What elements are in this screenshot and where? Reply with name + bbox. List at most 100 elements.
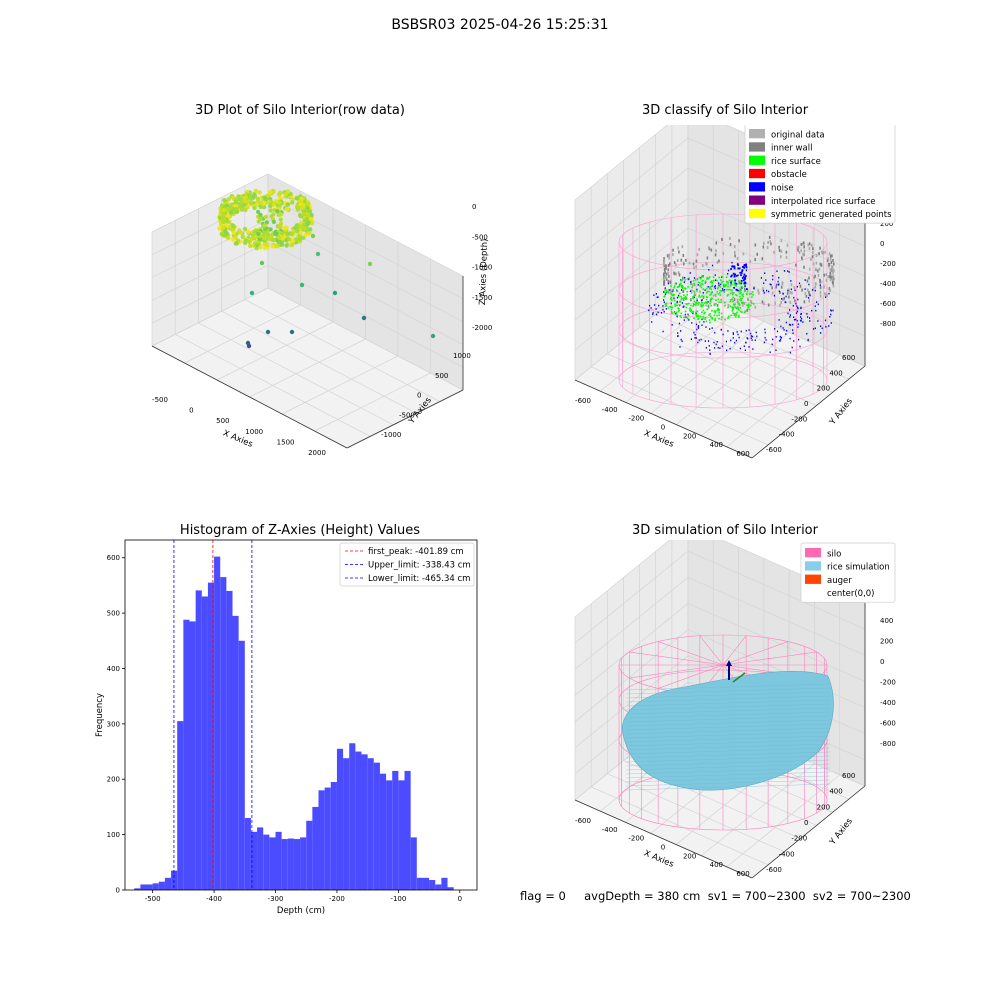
silo-roof-strut bbox=[699, 635, 724, 666]
data-point bbox=[271, 201, 277, 206]
grid-line bbox=[687, 287, 866, 367]
data-point-noise bbox=[730, 281, 732, 284]
data-point-rice bbox=[739, 299, 741, 301]
data-point-noise bbox=[745, 329, 747, 332]
data-point-noise bbox=[763, 282, 765, 284]
surface-mesh-line bbox=[625, 707, 831, 715]
data-point-rice bbox=[731, 306, 733, 309]
histogram-bar bbox=[429, 880, 436, 890]
data-point-wall bbox=[665, 264, 667, 268]
data-point-wall bbox=[767, 303, 770, 307]
tick-label: 0 bbox=[804, 819, 808, 827]
data-point-noise bbox=[753, 287, 755, 290]
data-point-noise bbox=[662, 305, 664, 307]
data-point-rice bbox=[736, 301, 739, 303]
histogram-bar bbox=[257, 827, 264, 890]
data-point-wall bbox=[815, 282, 817, 286]
legend-swatch bbox=[749, 208, 765, 219]
data-point-wall bbox=[682, 290, 685, 293]
data-point-rice bbox=[676, 290, 679, 292]
data-point-rice bbox=[739, 291, 741, 294]
data-point-rice bbox=[694, 303, 697, 306]
data-point-noise bbox=[662, 330, 664, 333]
data-point-noise bbox=[714, 274, 716, 276]
histogram-bar bbox=[361, 754, 368, 890]
data-point-rice bbox=[713, 310, 716, 313]
data-point-rice bbox=[674, 305, 677, 307]
data-point-noise bbox=[676, 315, 678, 318]
data-point-wall bbox=[682, 254, 685, 257]
center-arrow bbox=[726, 660, 732, 666]
grid-line bbox=[574, 577, 689, 670]
data-point-wall bbox=[806, 279, 809, 283]
data-point-wall bbox=[733, 298, 736, 302]
data-point-rice bbox=[716, 291, 718, 293]
data-point-wall bbox=[780, 255, 782, 259]
data-point-rice bbox=[740, 299, 743, 302]
data-point-noise bbox=[745, 275, 747, 277]
legend-label: interpolated rice surface bbox=[771, 197, 876, 207]
data-point-rice bbox=[698, 276, 701, 279]
data-point-noise bbox=[778, 319, 780, 321]
data-point-noise bbox=[714, 331, 716, 334]
data-point-wall bbox=[833, 269, 835, 273]
data-point-wall bbox=[676, 259, 679, 263]
data-point-noise bbox=[678, 322, 681, 325]
tick-label: 600 bbox=[736, 870, 749, 878]
data-point-wall bbox=[693, 292, 696, 296]
data-point bbox=[249, 290, 255, 296]
data-point-noise bbox=[736, 289, 739, 292]
data-point-noise bbox=[721, 345, 723, 348]
data-point-rice bbox=[706, 290, 709, 293]
data-point-rice bbox=[742, 302, 745, 304]
data-point-rice bbox=[699, 277, 702, 280]
data-point-noise bbox=[737, 267, 740, 270]
data-point-rice bbox=[670, 310, 673, 313]
histogram-title: Histogram of Z-Axies (Height) Values bbox=[179, 523, 421, 538]
y-tick-label: 300 bbox=[107, 720, 120, 728]
data-point-wall bbox=[722, 252, 725, 256]
data-point-rice bbox=[673, 285, 676, 287]
data-point-rice bbox=[685, 296, 687, 299]
data-point-wall bbox=[779, 291, 781, 294]
data-point bbox=[256, 209, 261, 214]
data-point-rice bbox=[732, 300, 734, 302]
status-line: flag = 0 avgDepth = 380 cm sv1 = 700~230… bbox=[520, 889, 911, 903]
y-tick-label: 400 bbox=[107, 665, 120, 673]
grid-line bbox=[216, 321, 334, 381]
data-point-noise bbox=[662, 308, 664, 311]
data-point-rice bbox=[721, 281, 723, 284]
data-point-noise bbox=[718, 284, 720, 287]
grid-line bbox=[687, 227, 866, 307]
data-point-wall bbox=[665, 276, 667, 280]
data-point-noise bbox=[743, 345, 745, 347]
data-point-noise bbox=[778, 283, 780, 285]
data-point-rice bbox=[717, 307, 719, 310]
data-point-rice bbox=[748, 308, 751, 311]
tick-label: -600 bbox=[766, 446, 782, 454]
data-point-noise bbox=[796, 319, 798, 322]
data-point-noise bbox=[814, 289, 816, 292]
data-point-wall bbox=[733, 245, 736, 248]
grid-line bbox=[687, 629, 866, 708]
grid-line bbox=[267, 287, 464, 391]
surface-mesh-line bbox=[625, 771, 831, 779]
data-point-noise bbox=[719, 347, 721, 349]
data-point bbox=[242, 195, 248, 200]
data-point-noise bbox=[658, 304, 660, 307]
data-point-wall bbox=[693, 266, 695, 270]
data-point-noise bbox=[741, 269, 744, 272]
data-point bbox=[222, 198, 227, 203]
surface-mesh-line bbox=[625, 723, 831, 731]
data-point-noise bbox=[692, 312, 694, 315]
data-point-rice bbox=[724, 304, 726, 307]
data-point-noise bbox=[737, 274, 739, 277]
data-point-rice bbox=[737, 290, 740, 293]
data-point-wall bbox=[808, 290, 810, 294]
data-point-noise bbox=[654, 304, 656, 306]
data-point-rice bbox=[737, 307, 740, 309]
data-point-noise bbox=[795, 318, 797, 321]
histogram-bar bbox=[306, 820, 313, 890]
x-axis-line bbox=[151, 345, 348, 449]
surface-mesh-line bbox=[625, 703, 831, 711]
